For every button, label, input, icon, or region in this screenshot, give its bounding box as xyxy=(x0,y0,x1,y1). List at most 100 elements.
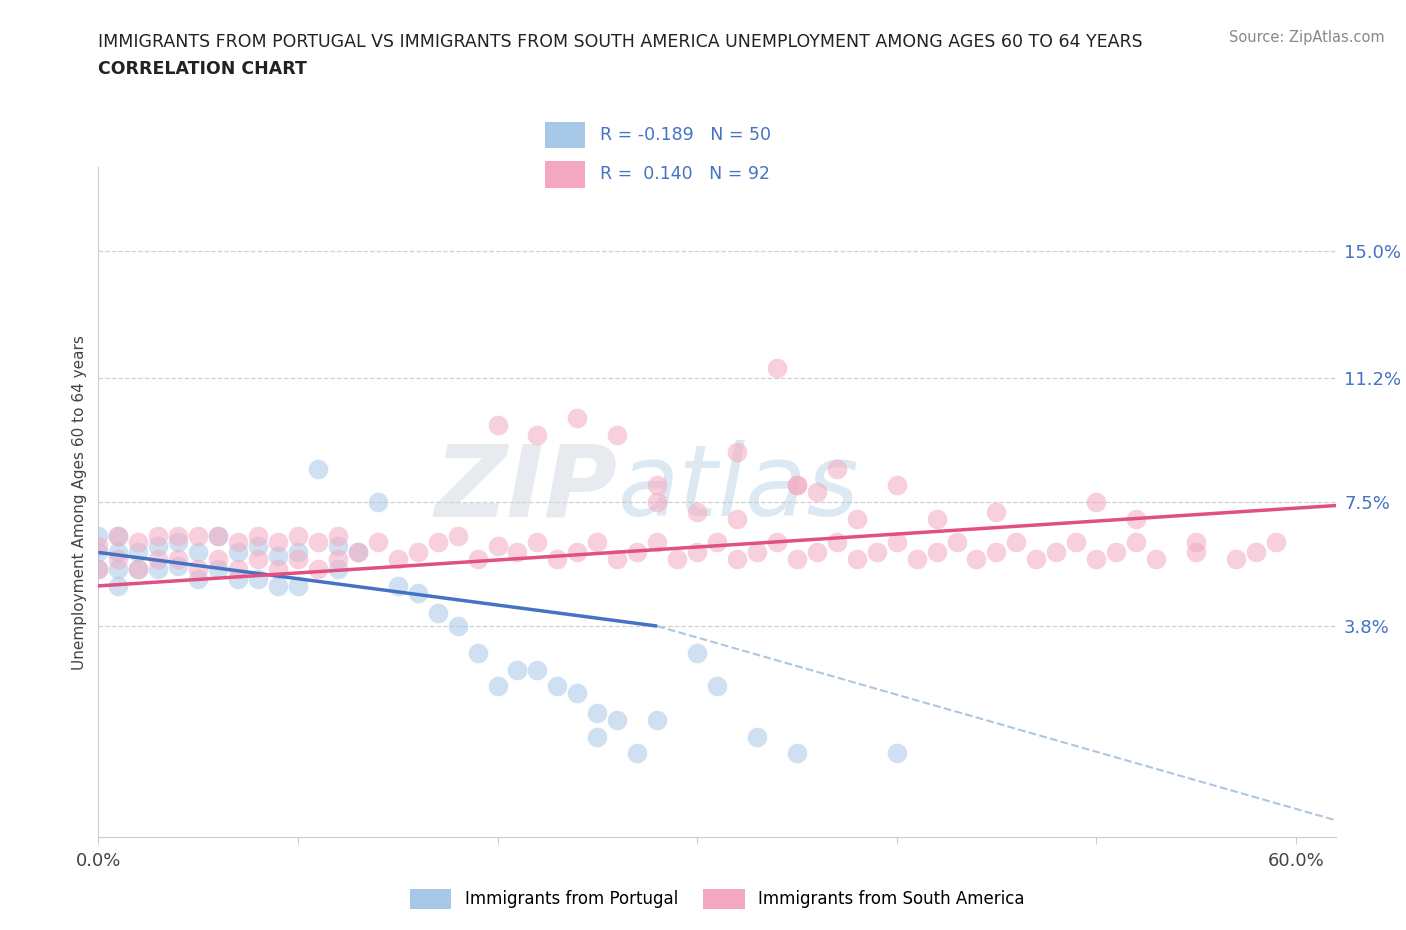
Point xyxy=(786,551,808,566)
Point xyxy=(107,545,129,560)
Point xyxy=(925,545,948,560)
Point xyxy=(645,535,668,550)
Point xyxy=(207,528,229,543)
Point xyxy=(207,551,229,566)
Point xyxy=(845,512,868,526)
Point xyxy=(287,528,309,543)
Point xyxy=(886,535,908,550)
Point xyxy=(706,535,728,550)
Point xyxy=(686,505,709,520)
Legend: Immigrants from Portugal, Immigrants from South America: Immigrants from Portugal, Immigrants fro… xyxy=(404,882,1031,916)
Point xyxy=(645,712,668,727)
Point xyxy=(267,535,290,550)
Point xyxy=(1264,535,1286,550)
Point xyxy=(187,572,209,587)
Point xyxy=(766,361,789,376)
Point xyxy=(87,562,110,577)
Point xyxy=(786,746,808,761)
Point xyxy=(606,551,628,566)
Point xyxy=(886,478,908,493)
Point xyxy=(686,645,709,660)
Point xyxy=(725,445,748,459)
Point xyxy=(1185,545,1208,560)
Point xyxy=(806,545,828,560)
Point xyxy=(326,562,349,577)
Point xyxy=(127,562,149,577)
Text: atlas: atlas xyxy=(619,440,859,538)
Point xyxy=(267,549,290,564)
Point xyxy=(87,545,110,560)
Point xyxy=(486,679,509,694)
Point xyxy=(207,528,229,543)
Point xyxy=(226,562,249,577)
Y-axis label: Unemployment Among Ages 60 to 64 years: Unemployment Among Ages 60 to 64 years xyxy=(72,335,87,670)
Point xyxy=(127,535,149,550)
Point xyxy=(167,528,190,543)
Point xyxy=(307,562,329,577)
Point xyxy=(526,662,548,677)
Point xyxy=(886,746,908,761)
Point xyxy=(725,512,748,526)
Point xyxy=(287,578,309,593)
Point xyxy=(87,538,110,553)
Point xyxy=(626,545,648,560)
Text: Source: ZipAtlas.com: Source: ZipAtlas.com xyxy=(1229,30,1385,45)
Point xyxy=(1085,551,1108,566)
Text: R = -0.189   N = 50: R = -0.189 N = 50 xyxy=(600,126,770,144)
Point xyxy=(467,551,489,566)
Point xyxy=(1064,535,1087,550)
Point xyxy=(586,706,609,721)
Text: CORRELATION CHART: CORRELATION CHART xyxy=(98,60,308,78)
Point xyxy=(87,528,110,543)
Point xyxy=(148,528,170,543)
Point xyxy=(367,495,389,510)
Point xyxy=(307,535,329,550)
Point xyxy=(226,545,249,560)
Point xyxy=(725,551,748,566)
Point xyxy=(486,418,509,432)
Point xyxy=(406,585,429,600)
Point xyxy=(107,528,129,543)
Point xyxy=(387,578,409,593)
Point xyxy=(467,645,489,660)
Point xyxy=(567,685,589,700)
Point xyxy=(526,535,548,550)
Point xyxy=(267,562,290,577)
Point xyxy=(287,545,309,560)
Point xyxy=(686,545,709,560)
Point xyxy=(645,478,668,493)
Point xyxy=(567,411,589,426)
Point xyxy=(247,572,270,587)
Point xyxy=(167,535,190,550)
Point xyxy=(766,535,789,550)
Point xyxy=(267,578,290,593)
Point xyxy=(606,712,628,727)
Point xyxy=(945,535,967,550)
Point xyxy=(546,551,568,566)
Point xyxy=(986,545,1008,560)
Point xyxy=(626,746,648,761)
Point xyxy=(127,562,149,577)
Point xyxy=(745,545,768,560)
Point xyxy=(287,551,309,566)
Point xyxy=(1125,535,1147,550)
Point xyxy=(226,572,249,587)
Point xyxy=(986,505,1008,520)
Point xyxy=(326,528,349,543)
Point xyxy=(806,485,828,499)
Point xyxy=(506,662,529,677)
Point xyxy=(1045,545,1067,560)
Point xyxy=(825,535,848,550)
Point xyxy=(326,538,349,553)
Point xyxy=(666,551,689,566)
Point xyxy=(387,551,409,566)
Point xyxy=(546,679,568,694)
Text: IMMIGRANTS FROM PORTUGAL VS IMMIGRANTS FROM SOUTH AMERICA UNEMPLOYMENT AMONG AGE: IMMIGRANTS FROM PORTUGAL VS IMMIGRANTS F… xyxy=(98,33,1143,50)
Point xyxy=(247,538,270,553)
Point xyxy=(486,538,509,553)
Point xyxy=(107,562,129,577)
Point xyxy=(446,618,468,633)
Point xyxy=(347,545,370,560)
Text: R =  0.140   N = 92: R = 0.140 N = 92 xyxy=(600,166,770,183)
Point xyxy=(905,551,928,566)
